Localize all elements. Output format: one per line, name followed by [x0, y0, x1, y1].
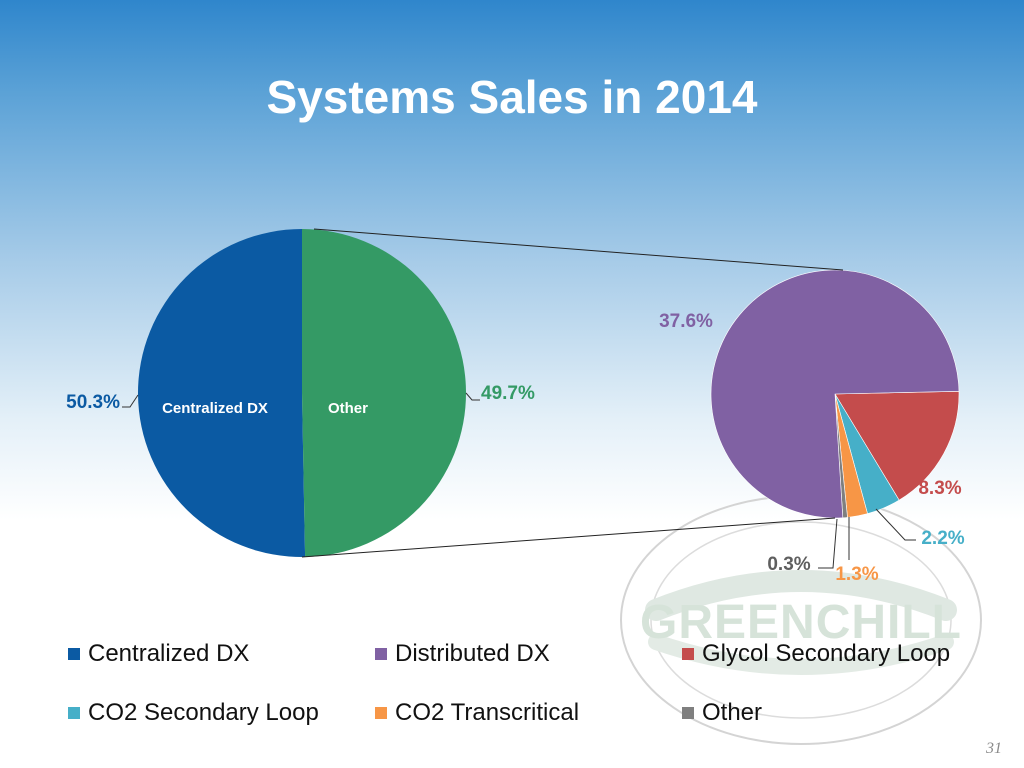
legend-item-centralized-dx: Centralized DX	[68, 640, 249, 668]
legend-label: Other	[702, 699, 763, 726]
slice-label-centralized-dx: Centralized DX	[162, 400, 268, 417]
legend-item-distributed-dx: Distributed DX	[375, 640, 550, 668]
svg-text:GREENCHILL: GREENCHILL	[640, 596, 962, 649]
legend-label: Glycol Secondary Loop	[702, 640, 951, 667]
value-label-glycol-secondary-loop: 8.3%	[918, 478, 961, 499]
slide-title: Systems Sales in 2014	[266, 71, 758, 123]
pie-slice-centralized-dx	[137, 229, 306, 557]
legend-swatch	[68, 707, 80, 719]
leader-line-co2-secondary-loop	[875, 508, 916, 541]
value-label-other-secondary: 0.3%	[767, 554, 810, 575]
legend-item-co2-secondary-loop: CO2 Secondary Loop	[68, 699, 319, 727]
leader-line-other-primary	[465, 392, 480, 401]
pie-slice-glycol-secondary-loop	[834, 390, 960, 501]
value-label-distributed-dx: 37.6%	[659, 311, 713, 332]
value-label-other-primary: 49.7%	[481, 383, 535, 404]
connector-line-top	[313, 228, 844, 271]
leader-line-centralized-dx	[122, 394, 139, 408]
legend-swatch	[68, 648, 80, 660]
value-label-co2-transcritical: 1.3%	[835, 564, 878, 585]
pie-slice-other-primary	[302, 229, 466, 557]
page-number: 31	[986, 740, 1002, 757]
leader-line-other-secondary	[818, 518, 838, 569]
legend-label: Distributed DX	[395, 640, 550, 667]
value-label-co2-secondary-loop: 2.2%	[921, 528, 964, 549]
legend-label: Centralized DX	[88, 640, 250, 667]
legend-swatch	[375, 707, 387, 719]
greenchill-seal-watermark: GREENCHILL	[620, 495, 982, 745]
legend-item-glycol-secondary-loop: Glycol Secondary Loop	[682, 640, 950, 668]
slice-label-other-primary: Other	[328, 400, 368, 417]
legend-label: CO2 Transcritical	[395, 699, 580, 726]
legend-swatch	[682, 648, 694, 660]
legend-item-co2-transcritical: CO2 Transcritical	[375, 699, 579, 727]
connector-line-bottom	[301, 517, 836, 558]
legend-item-other: Other	[682, 699, 762, 727]
legend-swatch	[682, 707, 694, 719]
legend-label: CO2 Secondary Loop	[88, 699, 319, 726]
legend-swatch	[375, 648, 387, 660]
pie-slice-distributed-dx	[710, 269, 960, 519]
value-label-centralized-dx: 50.3%	[66, 392, 120, 413]
